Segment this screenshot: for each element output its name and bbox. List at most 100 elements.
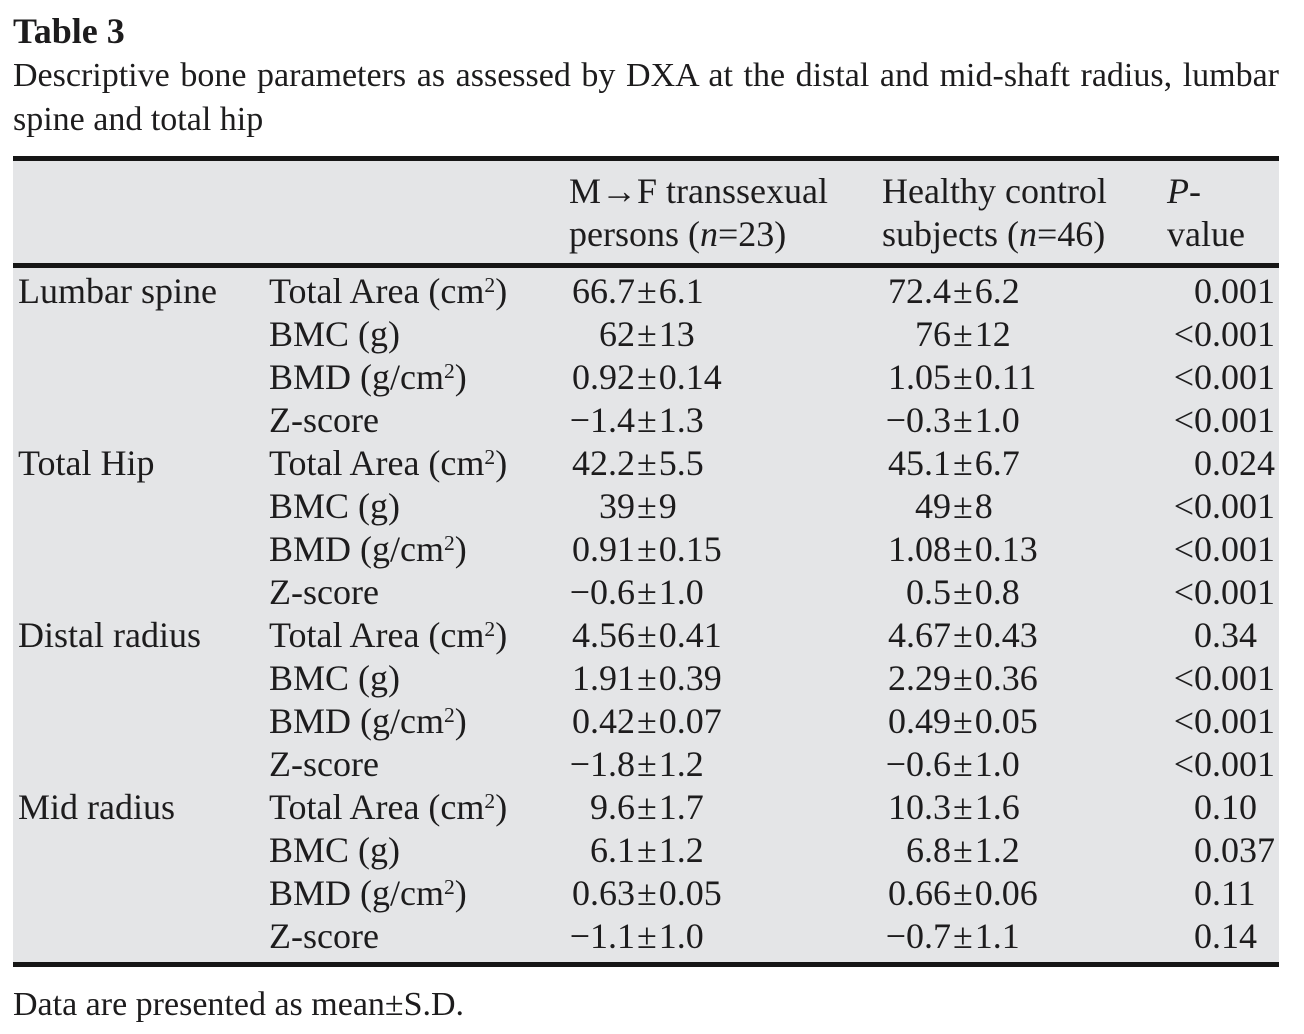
mtf-value-cell: 66.7±6.1 [572,271,704,311]
site-cell: Total Hip [18,443,155,483]
plus-minus: ± [637,787,657,827]
mtf-value-cell: −1.1±1.0 [569,916,704,956]
mtf-value-cell: 39±9 [599,486,677,526]
plus-minus: ± [637,916,657,956]
pvalue-cell: 0.10 [1194,787,1257,827]
pvalue-cell: 0.037 [1194,830,1275,870]
control-value-cell: 1.05±0.11 [888,357,1037,397]
parameter-cell: Total Area (cm2) [269,615,508,655]
control-value-cell: 1.08±0.13 [888,529,1038,569]
control-value-cell: 45.1±6.7 [888,443,1020,483]
parameter-cell: BMD (g/cm2) [269,873,467,913]
plus-minus: ± [953,830,973,870]
pvalue-cell: <0.001 [1173,529,1275,569]
site-cell [13,700,269,743]
pvalue-cell: 0.024 [1194,443,1275,483]
parameter-cell: BMC (g) [269,830,401,870]
site-cell [13,915,269,958]
control-value-cell: −0.3±1.0 [885,400,1020,440]
table-row: Z-score −1.8±1.2 −0.6±1.0 <0.001 [13,743,1279,786]
table-row: BMC (g) 39±9 49±8 <0.001 [13,485,1279,528]
plus-minus: ± [953,701,973,741]
plus-minus: ± [953,916,973,956]
table-row: BMC (g) 6.1±1.2 6.8±1.2 0.037 [13,829,1279,872]
site-cell [13,743,269,786]
plus-minus: ± [637,830,657,870]
pvalue-cell: 0.14 [1194,916,1257,956]
plus-minus: ± [953,400,973,440]
site-cell [13,313,269,356]
table-row: BMD (g/cm2) 0.91±0.15 1.08±0.13 <0.001 [13,528,1279,571]
plus-minus: ± [637,443,657,483]
parameter-cell: Total Area (cm2) [269,271,508,311]
table-row: Lumbar spine Total Area (cm2) 66.7±6.1 72.4… [13,270,1279,313]
plus-minus: ± [953,744,973,784]
site-cell [13,872,269,915]
control-value-cell: 10.3±1.6 [888,787,1020,827]
pvalue-cell: <0.001 [1173,701,1275,741]
mtf-value-cell: 62±13 [599,314,695,354]
column-header-control: Healthy control subjects (n=46) [882,171,1107,254]
pvalue-cell: <0.001 [1173,357,1275,397]
site-cell [13,571,269,614]
plus-minus: ± [637,701,657,741]
mtf-value-cell: 9.6±1.7 [590,787,704,827]
plus-minus: ± [637,314,657,354]
control-value-cell: 4.67±0.43 [888,615,1038,655]
table-row: BMD (g/cm2) 0.92±0.14 1.05±0.11 <0.001 [13,356,1279,399]
table-row: Z-score −1.1±1.0 −0.7±1.1 0.14 [13,915,1279,958]
plus-minus: ± [637,744,657,784]
parameter-cell: Z-score [269,572,379,612]
parameter-cell: Z-score [269,744,379,784]
site-cell [13,829,269,872]
control-value-cell: 0.49±0.05 [888,701,1038,741]
plus-minus: ± [953,443,973,483]
site-cell [13,399,269,442]
mtf-value-cell: 0.42±0.07 [572,701,722,741]
site-cell: Lumbar spine [18,271,217,311]
table-row: BMD (g/cm2) 0.42±0.07 0.49±0.05 <0.001 [13,700,1279,743]
column-header-pvalue: P-value [1167,171,1245,254]
mtf-value-cell: −1.4±1.3 [569,400,704,440]
control-value-cell: 6.8±1.2 [906,830,1020,870]
plus-minus: ± [953,486,973,526]
plus-minus: ± [953,357,973,397]
plus-minus: ± [637,658,657,698]
plus-minus: ± [637,357,657,397]
table-body-background: M→F transsexual persons (n=23) Healthy c… [13,161,1279,962]
control-value-cell: 72.4±6.2 [888,271,1020,311]
table-row: Z-score −0.6±1.0 0.5±0.8 <0.001 [13,571,1279,614]
table-row: Z-score −1.4±1.3 −0.3±1.0 <0.001 [13,399,1279,442]
parameter-cell: BMD (g/cm2) [269,529,467,569]
pvalue-cell: <0.001 [1173,486,1275,526]
pvalue-cell: 0.001 [1194,271,1275,311]
parameter-cell: BMD (g/cm2) [269,357,467,397]
plus-minus: ± [953,787,973,827]
mtf-value-cell: 4.56±0.41 [572,615,722,655]
table-number: Table 3 [13,11,125,51]
header-parameter-column [269,170,569,256]
mtf-value-cell: 0.63±0.05 [572,873,722,913]
site-cell [13,528,269,571]
parameter-cell: BMC (g) [269,314,401,354]
header-separator-rule [13,263,1279,268]
control-value-cell: 0.66±0.06 [888,873,1038,913]
mtf-value-cell: 1.91±0.39 [572,658,722,698]
plus-minus: ± [953,271,973,311]
site-cell [13,356,269,399]
column-header-mtf: M→F transsexual persons (n=23) [569,171,828,254]
mtf-value-cell: 0.92±0.14 [572,357,722,397]
table-row: Total Hip Total Area (cm2) 42.2±5.5 45.1±6.… [13,442,1279,485]
plus-minus: ± [637,486,657,526]
pvalue-cell: <0.001 [1173,314,1275,354]
plus-minus: ± [953,873,973,913]
plus-minus: ± [953,658,973,698]
mtf-value-cell: 6.1±1.2 [590,830,704,870]
mtf-value-cell: −1.8±1.2 [569,744,704,784]
plus-minus: ± [637,615,657,655]
parameter-cell: BMC (g) [269,658,401,698]
plus-minus: ± [637,873,657,913]
plus-minus: ± [637,271,657,311]
control-value-cell: 2.29±0.36 [888,658,1038,698]
mtf-value-cell: 42.2±5.5 [572,443,704,483]
